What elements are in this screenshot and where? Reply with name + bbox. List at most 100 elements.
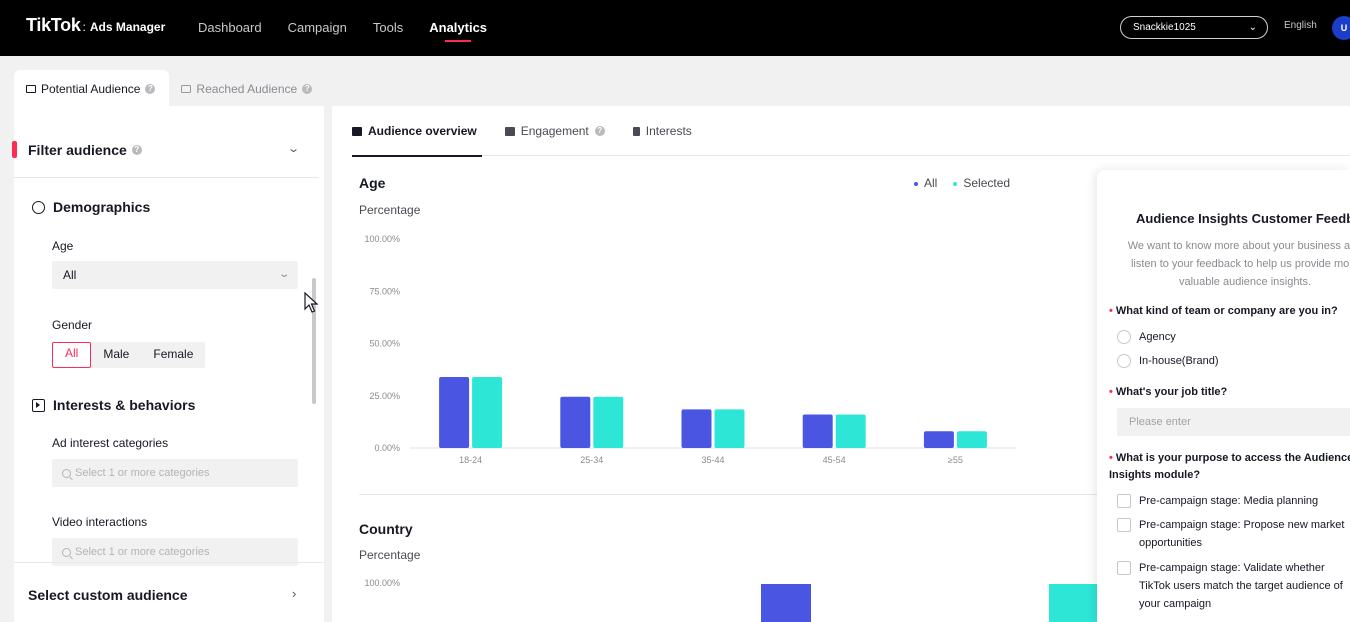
question-purpose: • What is your purpose to access the Audi… bbox=[1109, 450, 1350, 484]
scrollbar[interactable] bbox=[312, 278, 316, 404]
age-xtick: 35-44 bbox=[701, 455, 724, 465]
radio[interactable] bbox=[1117, 330, 1131, 344]
legend-all[interactable]: All bbox=[914, 176, 937, 190]
avatar[interactable]: U bbox=[1332, 16, 1350, 40]
required-mark: • bbox=[1109, 305, 1113, 317]
chart-legend: All Selected bbox=[914, 176, 1010, 190]
nav-analytics[interactable]: Analytics bbox=[429, 0, 487, 56]
age-label: Age bbox=[52, 239, 74, 253]
nav-campaign[interactable]: Campaign bbox=[287, 20, 347, 35]
tab-interests[interactable]: Interests bbox=[632, 106, 692, 156]
country-bar-all bbox=[761, 584, 811, 622]
chevron-right-icon: › bbox=[292, 586, 297, 601]
question-team: • What kind of team or company are you in… bbox=[1109, 303, 1350, 320]
interests-title: Interests & behaviors bbox=[32, 397, 195, 413]
age-bar-selected bbox=[593, 396, 624, 448]
tab-label: Engagement bbox=[520, 124, 589, 138]
interests-label: Interests & behaviors bbox=[53, 397, 196, 413]
info-icon[interactable]: ? bbox=[145, 83, 156, 94]
age-bar-all bbox=[681, 409, 712, 448]
ad-interest-placeholder: Select 1 or more categories bbox=[75, 467, 210, 479]
product-name: Ads Manager bbox=[89, 20, 166, 34]
legend-dot bbox=[914, 181, 918, 186]
job-title-input[interactable] bbox=[1117, 408, 1350, 436]
country-chart-title: Country bbox=[359, 521, 413, 537]
tab-label: Reached Audience bbox=[196, 81, 298, 96]
feedback-title: Audience Insights Customer Feedback bbox=[1136, 211, 1350, 226]
info-icon[interactable]: ? bbox=[131, 145, 142, 155]
chevron-down-icon[interactable]: ⌄ bbox=[287, 143, 301, 155]
age-xtick: 25-34 bbox=[580, 455, 603, 465]
search-icon bbox=[62, 547, 71, 557]
option-agency[interactable]: Agency bbox=[1117, 328, 1350, 346]
tab-potential-audience[interactable]: Potential Audience ? bbox=[14, 70, 170, 107]
option-validate-audience[interactable]: Pre-campaign stage: Validate whether Tik… bbox=[1117, 559, 1350, 613]
option-market-opportunities[interactable]: Pre-campaign stage: Propose new market o… bbox=[1117, 516, 1350, 552]
option-label: Pre-campaign stage: Propose new market o… bbox=[1139, 519, 1345, 549]
question-text: What is your purpose to access the Audie… bbox=[1109, 452, 1350, 481]
nav-dashboard[interactable]: Dashboard bbox=[198, 20, 262, 35]
age-bar-selected bbox=[956, 431, 987, 448]
filter-header[interactable]: Filter audience ? ⌄ bbox=[12, 106, 319, 178]
age-xtick: ≥55 bbox=[948, 455, 963, 465]
folder-icon bbox=[352, 126, 362, 136]
option-label: Pre-campaign stage: Media planning bbox=[1139, 495, 1319, 507]
gender-female[interactable]: Female bbox=[153, 347, 194, 361]
info-icon[interactable]: ? bbox=[302, 83, 313, 94]
checkbox[interactable] bbox=[1117, 494, 1131, 508]
top-nav: TikTok : Ads Manager Dashboard Campaign … bbox=[0, 0, 1350, 56]
gender-label: Gender bbox=[52, 318, 93, 332]
content-tabs: Audience overview Engagement ? Interests bbox=[352, 106, 1350, 157]
gender-male[interactable]: Male bbox=[103, 347, 130, 361]
account-selector[interactable]: Snackkie1025 ⌄ bbox=[1120, 16, 1268, 39]
legend-selected-label: Selected bbox=[963, 176, 1011, 190]
age-ytick: 75.00% bbox=[369, 286, 400, 296]
option-label: In-house(Brand) bbox=[1139, 355, 1219, 367]
ad-interest-input[interactable]: Select 1 or more categories bbox=[52, 459, 298, 487]
video-interactions-label: Video interactions bbox=[52, 515, 148, 529]
play-icon bbox=[32, 398, 45, 412]
age-bar-chart: 100.00% 75.00% 50.00% 25.00% 0.00% 18-24 25-34… bbox=[364, 234, 1016, 465]
info-icon[interactable]: ? bbox=[594, 126, 605, 136]
age-ytick: 25.00% bbox=[369, 391, 400, 401]
legend-selected[interactable]: Selected bbox=[953, 176, 1010, 190]
nav-tools[interactable]: Tools bbox=[372, 20, 404, 35]
demographics-title: Demographics bbox=[32, 199, 150, 215]
tab-audience-overview[interactable]: Audience overview bbox=[352, 106, 482, 157]
checkbox[interactable] bbox=[1117, 561, 1131, 575]
question-text: What's your job title? bbox=[1115, 386, 1228, 398]
language-switch[interactable]: English bbox=[1284, 20, 1317, 31]
target-icon bbox=[32, 200, 45, 214]
option-media-planning[interactable]: Pre-campaign stage: Media planning bbox=[1117, 492, 1350, 510]
required-mark: • bbox=[1109, 386, 1113, 398]
age-xtick: 18-24 bbox=[459, 455, 482, 465]
tab-reached-audience[interactable]: Reached Audience ? bbox=[169, 70, 326, 107]
filter-title-text: Filter audience bbox=[28, 142, 127, 158]
option-label: Pre-campaign stage: Validate whether Tik… bbox=[1139, 562, 1343, 610]
age-bar-selected bbox=[472, 376, 503, 448]
account-name: Snackkie1025 bbox=[1133, 22, 1196, 33]
radio[interactable] bbox=[1117, 354, 1131, 368]
tab-label: Interests bbox=[645, 124, 692, 138]
country-chart-ylabel: Percentage bbox=[359, 548, 421, 562]
filter-panel: Filter audience ? ⌄ Demographics Age All… bbox=[12, 106, 324, 622]
option-in-house[interactable]: In-house(Brand) bbox=[1117, 352, 1350, 370]
question-text: What kind of team or company are you in? bbox=[1115, 305, 1338, 317]
brand[interactable]: TikTok : Ads Manager bbox=[26, 15, 165, 36]
video-interactions-placeholder: Select 1 or more categories bbox=[75, 546, 210, 558]
custom-audience-row[interactable]: Select custom audience › bbox=[14, 562, 324, 622]
age-ytick: 0.00% bbox=[374, 443, 400, 453]
feedback-description: We want to know more about your business… bbox=[1127, 240, 1350, 288]
country-bar-selected bbox=[1049, 584, 1099, 622]
tab-engagement[interactable]: Engagement ? bbox=[504, 106, 605, 156]
gender-all[interactable]: All bbox=[52, 342, 92, 368]
ad-interest-label: Ad interest categories bbox=[52, 436, 169, 450]
age-select[interactable]: All ⌄ bbox=[52, 261, 298, 289]
bookmark-icon bbox=[632, 126, 640, 136]
age-chart-title: Age bbox=[359, 175, 386, 191]
video-interactions-input[interactable]: Select 1 or more categories bbox=[52, 538, 298, 566]
tab-label: Audience overview bbox=[368, 124, 477, 138]
checkbox[interactable] bbox=[1117, 518, 1131, 532]
feedback-panel: Audience Insights Customer Feedback We w… bbox=[1097, 170, 1350, 622]
age-ytick: 100.00% bbox=[364, 234, 400, 244]
